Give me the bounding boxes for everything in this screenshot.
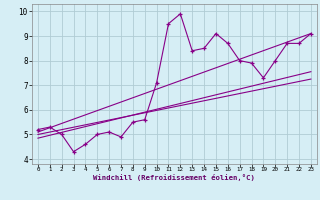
X-axis label: Windchill (Refroidissement éolien,°C): Windchill (Refroidissement éolien,°C) — [93, 174, 255, 181]
